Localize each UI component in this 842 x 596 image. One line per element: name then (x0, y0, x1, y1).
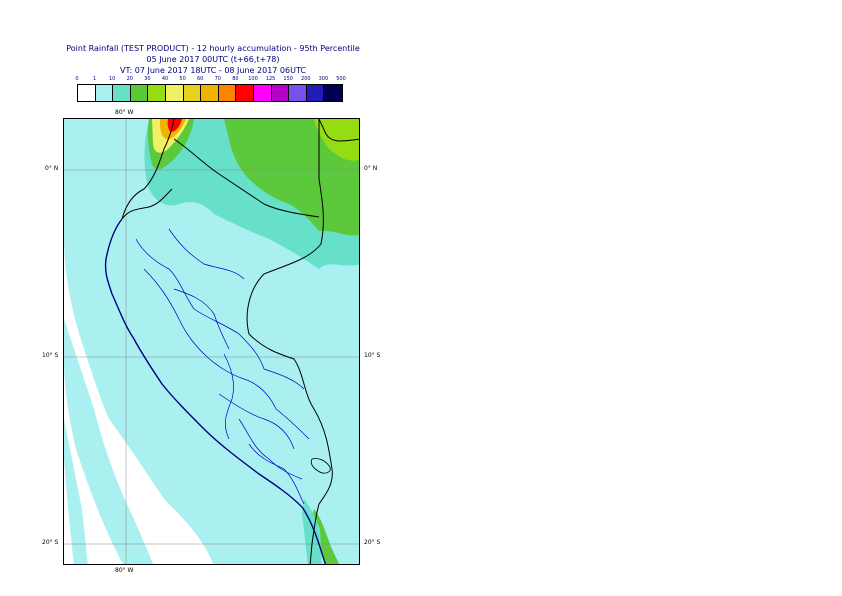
legend-label: 200 (301, 76, 311, 82)
country-border-colombia (173, 138, 320, 218)
legend-label: 50 (179, 76, 186, 82)
rain-field-offshore-west (64, 419, 88, 564)
legend-swatch (324, 85, 342, 101)
rain-field-high (224, 119, 359, 236)
legend-swatch (289, 85, 307, 101)
rainfall-map (63, 118, 360, 565)
rain-field-south (312, 509, 340, 564)
rainfall-map-svg (64, 119, 359, 564)
run-time-label: 05 June 2017 00UTC (t+66,t+78) (146, 55, 280, 64)
legend-swatch (201, 85, 219, 101)
legend-label: 60 (197, 76, 204, 82)
legend-swatch (253, 85, 272, 101)
legend-swatch (306, 85, 325, 101)
legend-swatch (78, 85, 96, 101)
legend-label: 1 (93, 76, 97, 82)
legend-label: 300 (318, 76, 329, 82)
legend-label: 125 (265, 76, 276, 82)
legend-label: 80 (232, 76, 239, 82)
country-border-ecuador-1 (121, 188, 173, 220)
legend-swatch (236, 85, 254, 101)
legend-label: 70 (214, 76, 221, 82)
coastline (104, 218, 327, 564)
legend-swatch (183, 85, 202, 101)
legend-swatch (130, 85, 149, 101)
rain-field-very-high (314, 119, 359, 161)
legend-label: 0 (75, 76, 79, 82)
legend-swatch (165, 85, 184, 101)
legend-label: 20 (126, 76, 133, 82)
legend-label: 40 (161, 76, 169, 82)
admin-borders (135, 228, 310, 505)
legend-label: 500 (336, 76, 346, 82)
lon-label-top: 80° W (115, 109, 134, 116)
valid-time-label: VT: 07 June 2017 18UTC - 08 June 2017 06… (120, 66, 306, 75)
lake-titicaca (310, 458, 331, 474)
lat-label-right: 20° S (364, 539, 381, 546)
map-title: Point Rainfall (TEST PRODUCT) - 12 hourl… (66, 44, 360, 53)
country-border-brazil (246, 119, 333, 470)
legend-swatch (271, 85, 290, 101)
rain-field-offshore (64, 319, 154, 564)
lat-label-left: 10° S (42, 352, 59, 359)
legend-label: 30 (144, 76, 151, 82)
lat-label-right: 0° N (364, 165, 378, 172)
lat-label-left: 0° N (45, 165, 59, 172)
lon-label-bottom: 80° W (115, 567, 134, 574)
legend-swatch (113, 85, 131, 101)
legend-label: 10 (109, 76, 116, 82)
lat-label-left: 20° S (42, 539, 59, 546)
legend-label: 100 (248, 76, 258, 82)
country-border-bolivia (309, 468, 333, 564)
legend-label: 150 (283, 76, 293, 82)
country-border-east (318, 119, 359, 142)
country-border-north (121, 119, 175, 220)
legend-swatch (95, 85, 114, 101)
legend-swatch (218, 85, 237, 101)
legend-swatch (148, 85, 166, 101)
lat-label-right: 10° S (364, 352, 381, 359)
legend-swatches (77, 84, 343, 102)
